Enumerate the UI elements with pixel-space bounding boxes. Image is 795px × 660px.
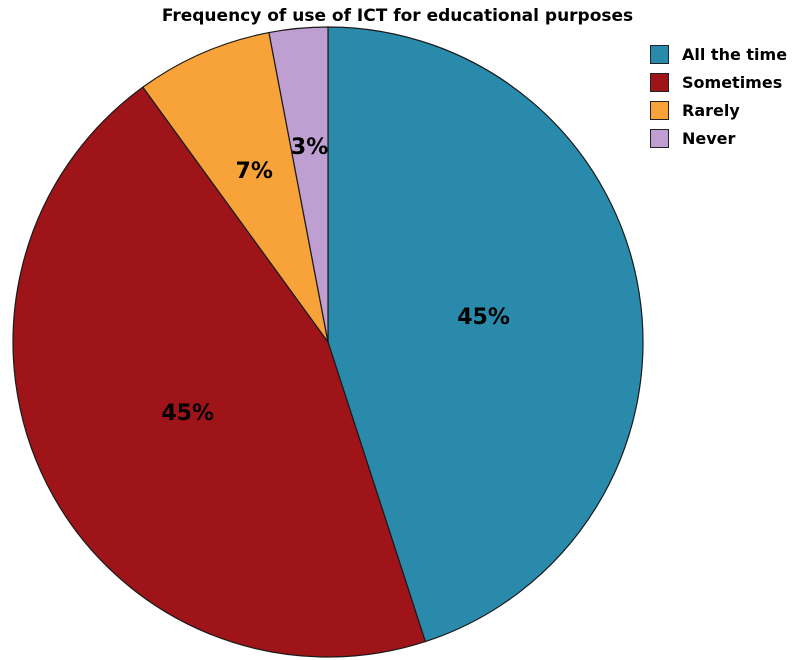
- legend-swatch: [650, 100, 669, 120]
- legend-label: Sometimes: [682, 72, 783, 92]
- slice-label-rarely: 7%: [236, 159, 273, 184]
- slice-label-sometimes: 45%: [161, 401, 214, 426]
- legend-swatch: [650, 128, 669, 148]
- chart-title: Frequency of use of ICT for educational …: [161, 6, 634, 26]
- legend-label: Rarely: [682, 100, 740, 120]
- pie-slice-all-the-time: [327, 26, 644, 643]
- legend-label: All the time: [682, 44, 788, 64]
- slice-label-all-the-time: 45%: [457, 305, 510, 330]
- legend-item-rarely: Rarely: [650, 96, 790, 124]
- legend-item-never: Never: [650, 124, 790, 152]
- legend-swatch: [650, 72, 669, 92]
- legend-label: Never: [682, 128, 736, 148]
- legend-item-sometimes: Sometimes: [650, 68, 790, 96]
- pie-slice-never: [268, 26, 329, 343]
- slice-label-never: 3%: [291, 135, 328, 160]
- pie-slice-sometimes: [12, 86, 427, 658]
- legend: All the time Sometimes Rarely Never: [650, 40, 790, 152]
- legend-swatch: [650, 44, 669, 64]
- legend-item-all-the-time: All the time: [650, 40, 790, 68]
- pie-slice-rarely: [142, 31, 329, 343]
